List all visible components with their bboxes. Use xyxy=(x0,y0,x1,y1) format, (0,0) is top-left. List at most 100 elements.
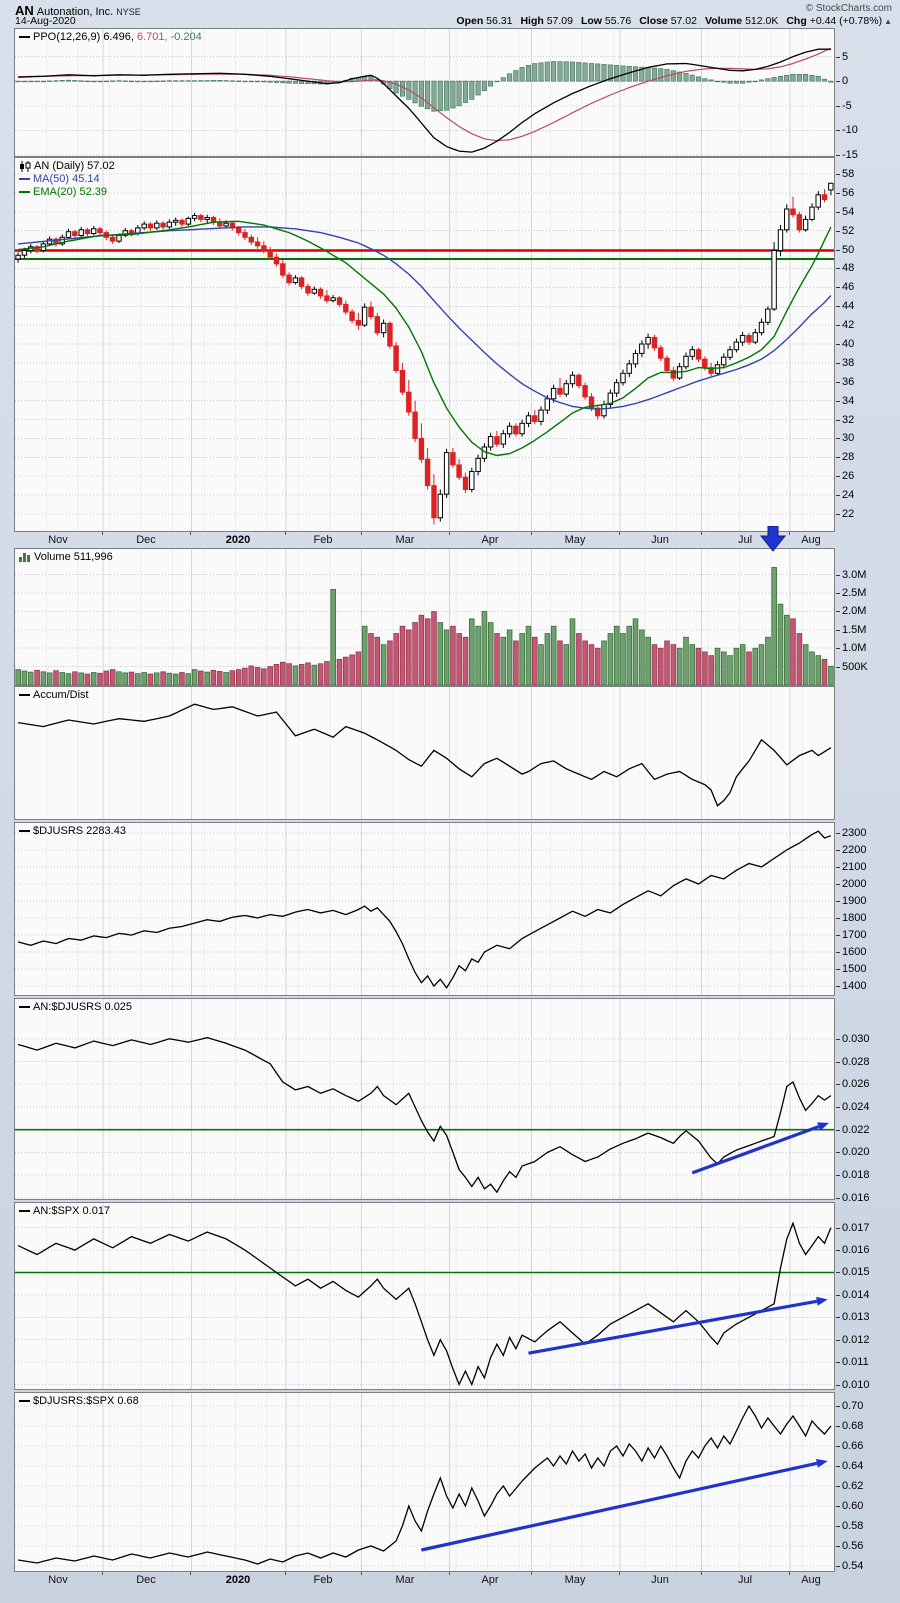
axis-tick-label: 1900 xyxy=(842,895,867,907)
axis-tick-mark xyxy=(836,1175,840,1176)
axis-tick-label: 0.018 xyxy=(842,1169,870,1181)
axis-tick-mark xyxy=(836,344,840,345)
axis-tick-label: 1600 xyxy=(842,946,867,958)
axis-tick-mark xyxy=(836,1317,840,1318)
axis-tick-mark xyxy=(836,867,840,868)
line-sample-dash-icon xyxy=(19,694,30,697)
axis-tick-mark xyxy=(836,935,840,936)
quote-close: Close 57.02 xyxy=(639,15,697,27)
axis-tick-label: 0.022 xyxy=(842,1124,870,1136)
axis-tick-label: 22 xyxy=(842,508,855,520)
axis-tick-mark xyxy=(836,1295,840,1296)
axis-tick-mark xyxy=(836,106,840,107)
axis-tick-label: 54 xyxy=(842,206,855,218)
axis-tick-mark xyxy=(836,193,840,194)
quote-row: 14-Aug-2020 Open 56.31 High 57.09 Low 55.7… xyxy=(15,15,894,27)
axis-tick-label: 1400 xyxy=(842,980,867,992)
an-spx-line xyxy=(17,1221,832,1387)
accdist-panel: Accum/Dist xyxy=(14,686,835,820)
axis-tick-mark xyxy=(836,514,840,515)
axis-tick-label: 0.62 xyxy=(842,1480,864,1492)
legend-text: 6.701, xyxy=(133,31,168,43)
axis-tick-mark xyxy=(836,438,840,439)
month-tick-mark xyxy=(619,532,620,535)
axis-tick-mark xyxy=(836,1362,840,1363)
month-tick-mark xyxy=(190,1572,191,1575)
axis-tick-mark xyxy=(836,1526,840,1527)
axis-tick-mark xyxy=(836,1228,840,1229)
axis-tick-mark xyxy=(836,1107,840,1108)
legend-text: PPO(12,26,9) 6.496, xyxy=(33,31,134,43)
axis-tick-label: -5 xyxy=(842,100,852,112)
djusrs-legend: $DJUSRS 2283.43 xyxy=(19,825,126,838)
axis-tick-label: 500K xyxy=(842,661,868,673)
axis-tick-mark xyxy=(836,174,840,175)
month-label: Nov xyxy=(48,1574,68,1586)
price-legend: EMA(20) 52.39 xyxy=(19,186,107,199)
axis-tick-label: 0.028 xyxy=(842,1056,870,1068)
volume-legend: Volume 511,996 xyxy=(19,551,113,564)
axis-tick-mark xyxy=(836,833,840,834)
axis-tick-label: 34 xyxy=(842,395,855,407)
axis-tick-label: 0.012 xyxy=(842,1334,870,1346)
axis-tick-label: 0.026 xyxy=(842,1078,870,1090)
axis-tick-label: 44 xyxy=(842,300,855,312)
x-axis-top: Nov Dec 2020 Feb Mar Apr May Jun Jul Aug xyxy=(14,532,835,548)
legend-text: AN:$SPX 0.017 xyxy=(33,1205,111,1217)
axis-tick-mark xyxy=(836,884,840,885)
candlestick-icon xyxy=(20,160,31,172)
ema20-line xyxy=(18,220,832,457)
axis-tick-mark xyxy=(836,1466,840,1467)
axis-tick-label: 2100 xyxy=(842,861,867,873)
axis-tick-label: 0.58 xyxy=(842,1520,864,1532)
axis-tick-label: 2.0M xyxy=(842,605,867,617)
axis-tick-label: 0.68 xyxy=(842,1420,864,1432)
axis-tick-mark xyxy=(836,231,840,232)
axis-tick-mark xyxy=(836,1385,840,1386)
axis-tick-mark xyxy=(836,648,840,649)
axis-tick-label: 40 xyxy=(842,338,855,350)
axis-tick-mark xyxy=(836,1272,840,1273)
axis-tick-label: 0.014 xyxy=(842,1289,870,1301)
accdist-line xyxy=(17,703,832,807)
axis-tick-mark xyxy=(836,130,840,131)
axis-tick-mark xyxy=(836,986,840,987)
down-arrow-annotation xyxy=(759,525,787,552)
axis-tick-mark xyxy=(836,1340,840,1341)
axis-tick-label: 1800 xyxy=(842,912,867,924)
djusrs-spx-line xyxy=(17,1404,832,1565)
month-tick-mark xyxy=(102,532,103,535)
month-label: Jul xyxy=(737,534,753,546)
legend-text: MA(50) 45.14 xyxy=(33,173,100,185)
down-arrow-icon xyxy=(759,525,787,552)
month-tick-mark xyxy=(531,1572,532,1575)
line-sample-dash-icon xyxy=(19,178,30,181)
axis-tick-label: 52 xyxy=(842,225,855,237)
axis-tick-label: 0.70 xyxy=(842,1400,864,1412)
month-label: Feb xyxy=(313,534,333,546)
axis-tick-mark xyxy=(836,1426,840,1427)
month-tick-mark xyxy=(789,532,790,535)
axis-tick-label: 50 xyxy=(842,244,855,256)
line-sample-dash-icon xyxy=(19,1210,30,1213)
axis-tick-mark xyxy=(836,1546,840,1547)
axis-tick-label: -10 xyxy=(842,124,858,136)
ppo-line xyxy=(18,48,831,153)
month-tick-mark xyxy=(102,1572,103,1575)
axis-tick-mark xyxy=(836,952,840,953)
legend-text: EMA(20) 52.39 xyxy=(33,186,107,198)
quote-low: Low 55.76 xyxy=(580,15,632,27)
djusrs-spx-panel: $DJUSRS:$SPX 0.68 xyxy=(14,1392,835,1572)
month-tick-mark xyxy=(190,532,191,535)
x-axis-bottom: Nov Dec 2020 Feb Mar Apr May Jun Jul Aug xyxy=(14,1572,835,1588)
axis-tick-mark xyxy=(836,212,840,213)
legend-text: AN (Daily) 57.02 xyxy=(34,160,115,172)
axis-tick-label: 0.024 xyxy=(842,1101,870,1113)
month-label: Jun xyxy=(651,1574,669,1586)
axis-tick-mark xyxy=(836,850,840,851)
month-label: Jul xyxy=(737,1574,753,1586)
axis-tick-label: 36 xyxy=(842,376,855,388)
axis-tick-mark xyxy=(836,495,840,496)
axis-tick-label: 0.60 xyxy=(842,1500,864,1512)
